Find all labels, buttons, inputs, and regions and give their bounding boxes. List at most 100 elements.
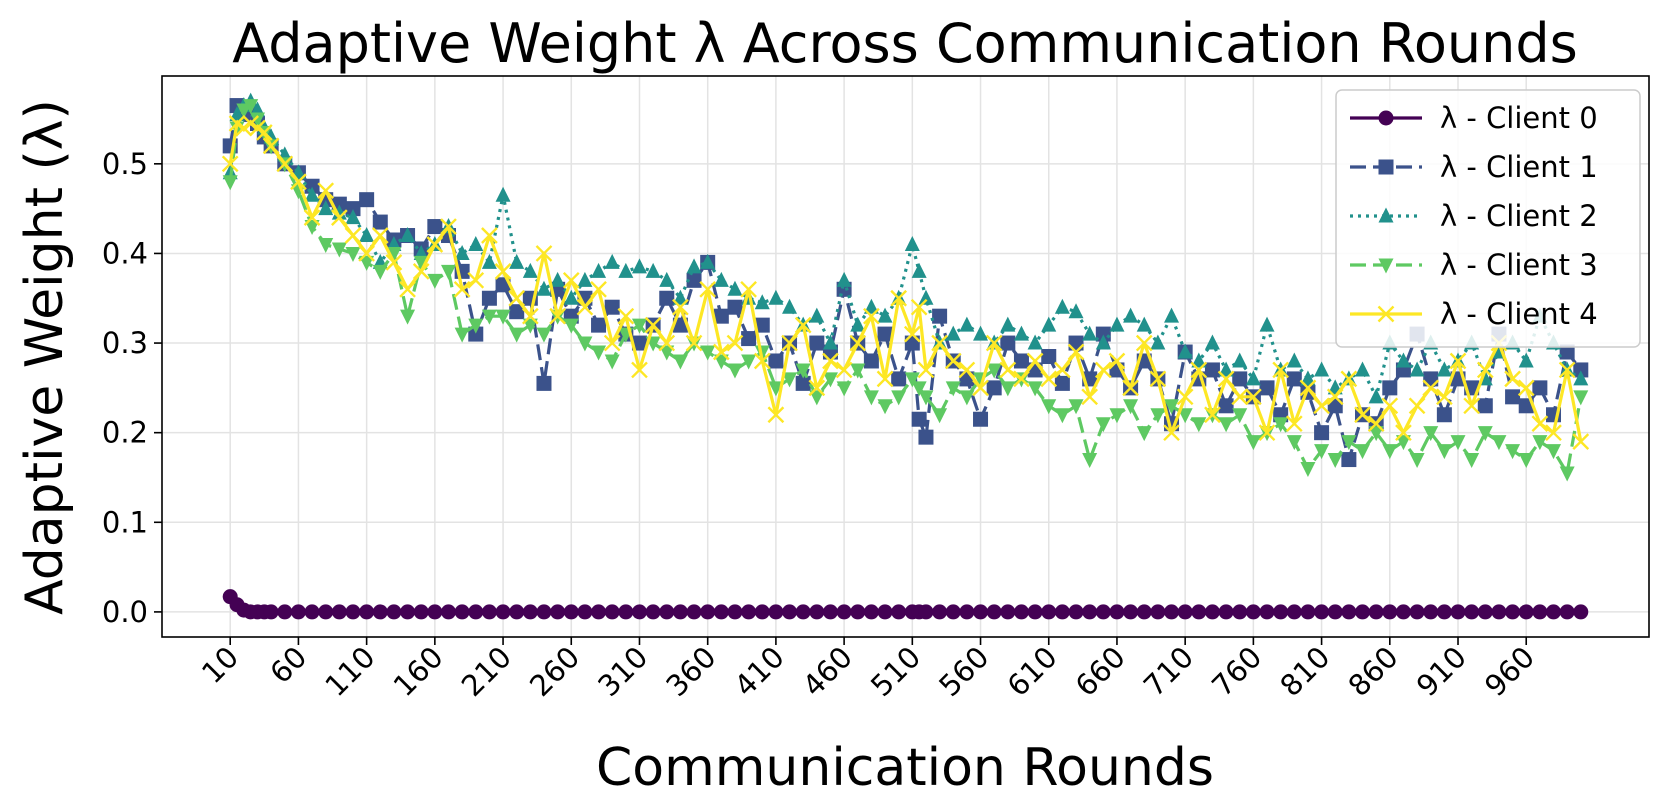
- data-point: [591, 345, 607, 361]
- data-point: [603, 334, 621, 352]
- x-tick-label: 760: [1205, 640, 1268, 703]
- data-point: [1545, 424, 1562, 442]
- legend-entry-client-1: λ - Client 1: [1350, 150, 1598, 184]
- data-point: [903, 325, 921, 343]
- data-point: [836, 271, 852, 287]
- chart-title: Adaptive Weight λ Across Communication R…: [232, 12, 1578, 75]
- data-point: [849, 334, 867, 352]
- data-point: [468, 604, 484, 620]
- data-point: [1464, 604, 1480, 620]
- data-point: [1299, 379, 1317, 397]
- data-point: [317, 182, 335, 200]
- data-point: [891, 371, 907, 387]
- data-point: [1232, 352, 1248, 368]
- data-point: [863, 307, 880, 325]
- data-point: [345, 604, 361, 620]
- data-point: [262, 137, 280, 155]
- data-point: [1573, 362, 1589, 378]
- data-point: [618, 604, 634, 620]
- plot-frame: [161, 75, 1650, 638]
- data-point: [1409, 604, 1425, 620]
- data-point: [509, 604, 525, 620]
- data-point: [1013, 370, 1030, 388]
- data-point: [412, 263, 430, 280]
- data-point: [1573, 370, 1589, 386]
- x-tick-label: 710: [1137, 640, 1200, 703]
- data-point: [1382, 604, 1398, 620]
- data-point: [754, 604, 770, 620]
- data-point: [822, 352, 839, 370]
- data-point: [727, 299, 743, 315]
- legend-marker: [1378, 207, 1394, 223]
- data-point: [1368, 426, 1384, 442]
- data-point: [563, 604, 579, 620]
- data-point: [468, 235, 484, 251]
- data-point: [672, 354, 688, 370]
- data-point: [809, 335, 825, 351]
- data-point: [726, 334, 744, 352]
- data-point: [577, 271, 593, 287]
- data-point: [427, 273, 443, 289]
- data-point: [850, 316, 866, 332]
- data-point: [440, 604, 456, 620]
- data-point: [1395, 435, 1411, 451]
- data-point: [1382, 380, 1398, 396]
- data-point: [249, 112, 265, 128]
- data-point: [1013, 325, 1029, 341]
- data-point: [863, 298, 879, 314]
- data-point: [372, 604, 388, 620]
- data-point: [631, 335, 647, 351]
- data-point: [591, 317, 607, 333]
- x-tick-label: 660: [1069, 640, 1132, 703]
- data-point: [1258, 424, 1276, 442]
- data-point: [1286, 352, 1302, 368]
- data-point: [727, 280, 743, 296]
- data-point: [1558, 361, 1576, 379]
- data-point: [672, 289, 688, 305]
- data-point: [1218, 361, 1234, 377]
- series-layer: [221, 92, 1590, 620]
- data-point: [1000, 381, 1016, 397]
- data-point: [1231, 388, 1249, 406]
- data-point: [1027, 381, 1043, 397]
- legend: λ - Client 0 λ - Client 1 λ - Client 2 λ - …: [1335, 89, 1641, 348]
- data-point: [1408, 397, 1426, 415]
- data-point: [877, 307, 893, 323]
- data-point: [768, 604, 784, 620]
- data-point: [359, 604, 375, 620]
- data-point: [276, 155, 294, 173]
- data-point: [1341, 604, 1357, 620]
- data-point: [495, 604, 511, 620]
- data-point: [1409, 453, 1425, 469]
- x-tick-label: 910: [1410, 640, 1473, 703]
- data-point: [1409, 361, 1425, 377]
- data-point: [877, 326, 893, 342]
- legend-marker: [1378, 258, 1394, 274]
- data-point: [959, 604, 975, 620]
- data-point: [1067, 343, 1085, 361]
- data-point: [904, 372, 920, 388]
- data-point: [359, 227, 375, 243]
- data-point: [1135, 334, 1153, 352]
- series-client-0: [222, 589, 1589, 620]
- data-point: [631, 258, 647, 274]
- data-point: [944, 352, 962, 370]
- data-point: [481, 290, 497, 306]
- data-point: [1314, 444, 1330, 460]
- data-point: [1518, 604, 1534, 620]
- data-point: [1136, 604, 1152, 620]
- data-point: [1491, 604, 1507, 620]
- data-point: [1450, 604, 1466, 620]
- data-point: [918, 390, 934, 406]
- data-point: [345, 201, 361, 217]
- data-point: [386, 604, 402, 620]
- x-tick-label: 410: [728, 640, 791, 703]
- x-tick-label: 460: [796, 640, 859, 703]
- data-point: [1245, 604, 1261, 620]
- data-point: [563, 289, 579, 305]
- data-point: [1518, 352, 1534, 368]
- data-point: [986, 380, 1002, 396]
- data-point: [550, 271, 566, 287]
- data-point: [659, 345, 675, 361]
- y-tick-label: 0.5: [102, 147, 148, 181]
